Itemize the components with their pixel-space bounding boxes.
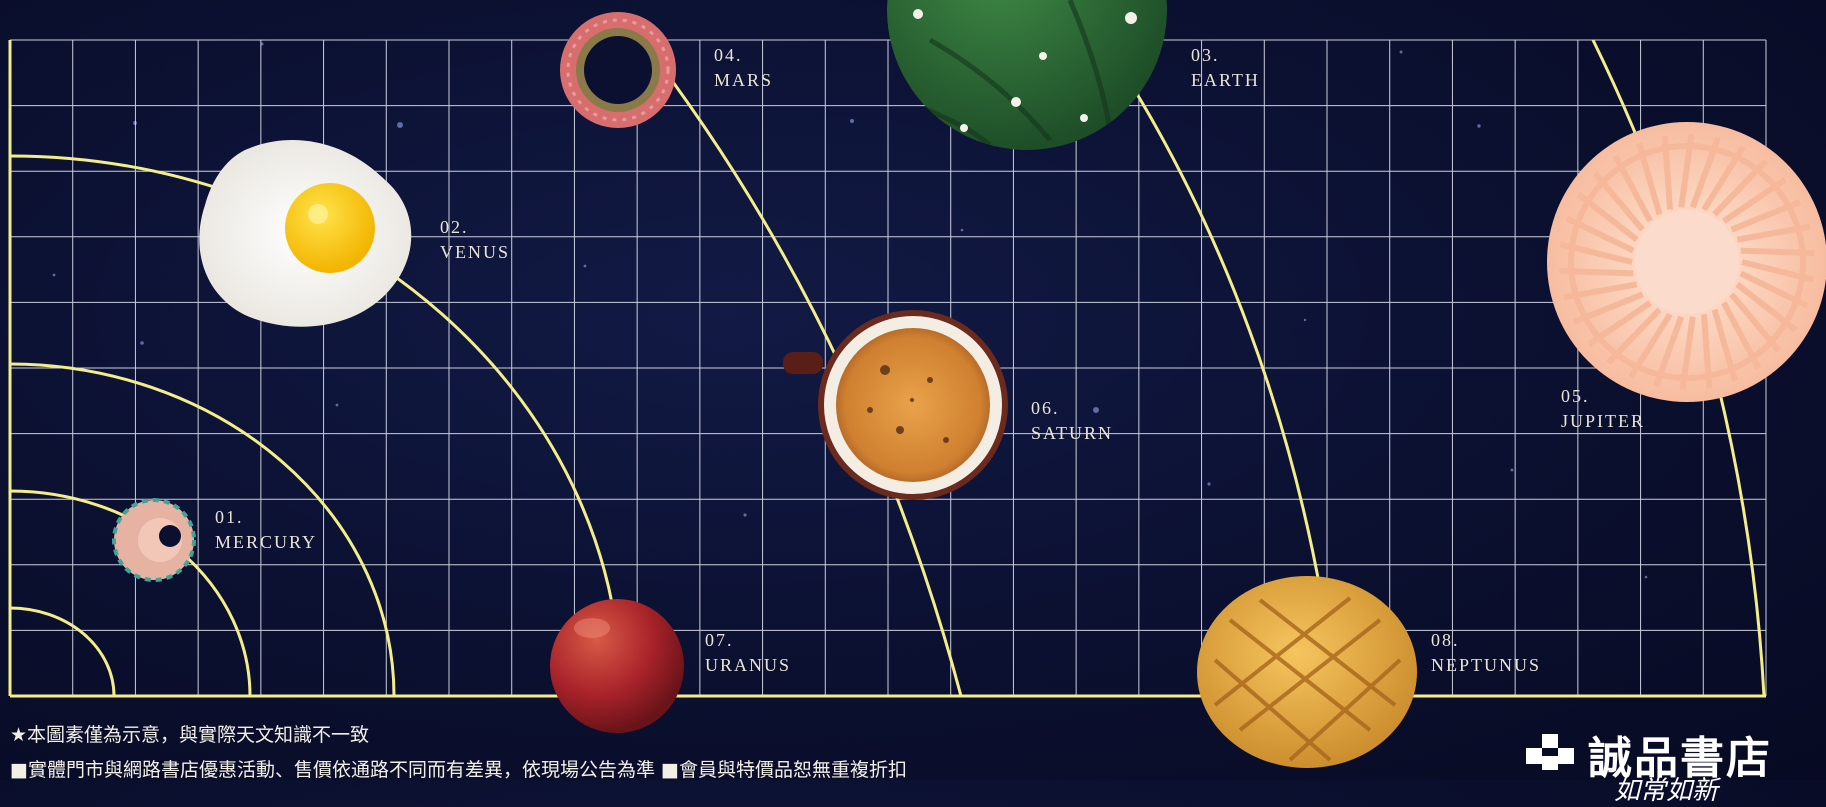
orbit-arc-6 — [1135, 93, 1323, 595]
fan-blade — [1565, 215, 1635, 254]
planet-name: MERCURY — [215, 532, 318, 552]
planet-number: 07. — [705, 630, 734, 650]
fan-blade — [1563, 281, 1638, 301]
fan-blade — [1612, 154, 1653, 223]
fan-blade — [1587, 300, 1652, 347]
fan-blade — [1559, 267, 1634, 277]
planet-label-mars: 04. MARS — [714, 43, 773, 93]
orbit-arc-3 — [9, 362, 396, 697]
brand-tagline: 如常如新 — [1613, 776, 1718, 805]
planet-label-earth: 03. EARTH — [1191, 43, 1260, 93]
brand-name: 誠品書店 — [1588, 733, 1772, 784]
fan-blade — [1689, 136, 1721, 209]
fan-blade — [1740, 247, 1815, 257]
fan-blade — [1592, 171, 1645, 232]
fan-blade — [1736, 223, 1811, 243]
fan-blade — [1678, 133, 1695, 208]
planet-number: 02. — [440, 217, 469, 237]
planet-name: MARS — [714, 70, 774, 90]
planet-label-neptune: 08. NEPTUNUS — [1431, 628, 1541, 678]
fan-blade — [1730, 199, 1802, 233]
orbit-arc-1 — [9, 606, 116, 697]
planet-name: EARTH — [1191, 70, 1260, 90]
planet-number: 01. — [215, 507, 244, 527]
solar-system-scene — [8, 0, 1826, 768]
fan-blade — [1653, 315, 1685, 388]
pencil-shaving-mercury — [112, 498, 196, 582]
planet-label-mercury: 01. MERCURY — [215, 505, 317, 555]
fan-blade — [1559, 241, 1633, 265]
fan-blade — [1721, 301, 1762, 370]
fan-blade — [1735, 282, 1798, 333]
fan-blade — [1679, 316, 1696, 391]
fan-blade — [1576, 191, 1639, 242]
planet-number: 06. — [1031, 398, 1060, 418]
coffee-cup-saturn — [783, 310, 1008, 500]
peach-uranus — [550, 599, 684, 733]
planet-number: 03. — [1191, 45, 1220, 65]
promotion-terms: ■實體門市與網路書店優惠活動、售價依通路不同而有差異，依現場公告為準 ■會員與特… — [10, 759, 907, 781]
cactus-earth — [887, 0, 1167, 150]
fan-blade — [1606, 307, 1662, 365]
fan-blade — [1701, 145, 1746, 212]
fan-blade — [1729, 292, 1782, 353]
planet-name: URANUS — [705, 655, 792, 675]
fried-egg-venus — [199, 140, 412, 327]
fan-blade — [1711, 308, 1738, 382]
fan-blade — [1701, 314, 1713, 389]
planet-name: VENUS — [440, 242, 511, 262]
fan-blade — [1636, 142, 1663, 216]
planet-name: JUPITER — [1561, 411, 1646, 431]
orbit-arc-4 — [9, 154, 623, 697]
pineapple-bun-neptune — [1197, 576, 1417, 768]
planet-label-venus: 02. VENUS — [440, 215, 510, 265]
planet-label-saturn: 06. SATURN — [1031, 396, 1113, 446]
fan-blade — [1712, 159, 1768, 217]
disclaimer-note: ★本圖素僅為示意，與實際天文知識不一致 — [10, 724, 370, 746]
fan-blade — [1572, 291, 1644, 325]
planet-number: 08. — [1431, 630, 1460, 650]
fan-jupiter — [1547, 122, 1826, 402]
fan-blade — [1739, 270, 1809, 309]
fan-blade — [1628, 312, 1673, 379]
fan-blade — [1741, 259, 1815, 283]
planet-number: 04. — [714, 45, 743, 65]
tape-roll-mars — [560, 12, 676, 128]
planet-label-uranus: 07. URANUS — [705, 628, 791, 678]
planet-number: 05. — [1561, 386, 1590, 406]
planet-name: SATURN — [1031, 423, 1114, 443]
brand-mark-icon — [1526, 734, 1576, 774]
planet-name: NEPTUNUS — [1431, 655, 1542, 675]
planet-label-jupiter: 05. JUPITER — [1561, 384, 1645, 434]
brand-logo: 誠品書店 — [1526, 722, 1772, 786]
fan-blade — [1722, 177, 1787, 224]
fan-blade — [1661, 135, 1673, 210]
